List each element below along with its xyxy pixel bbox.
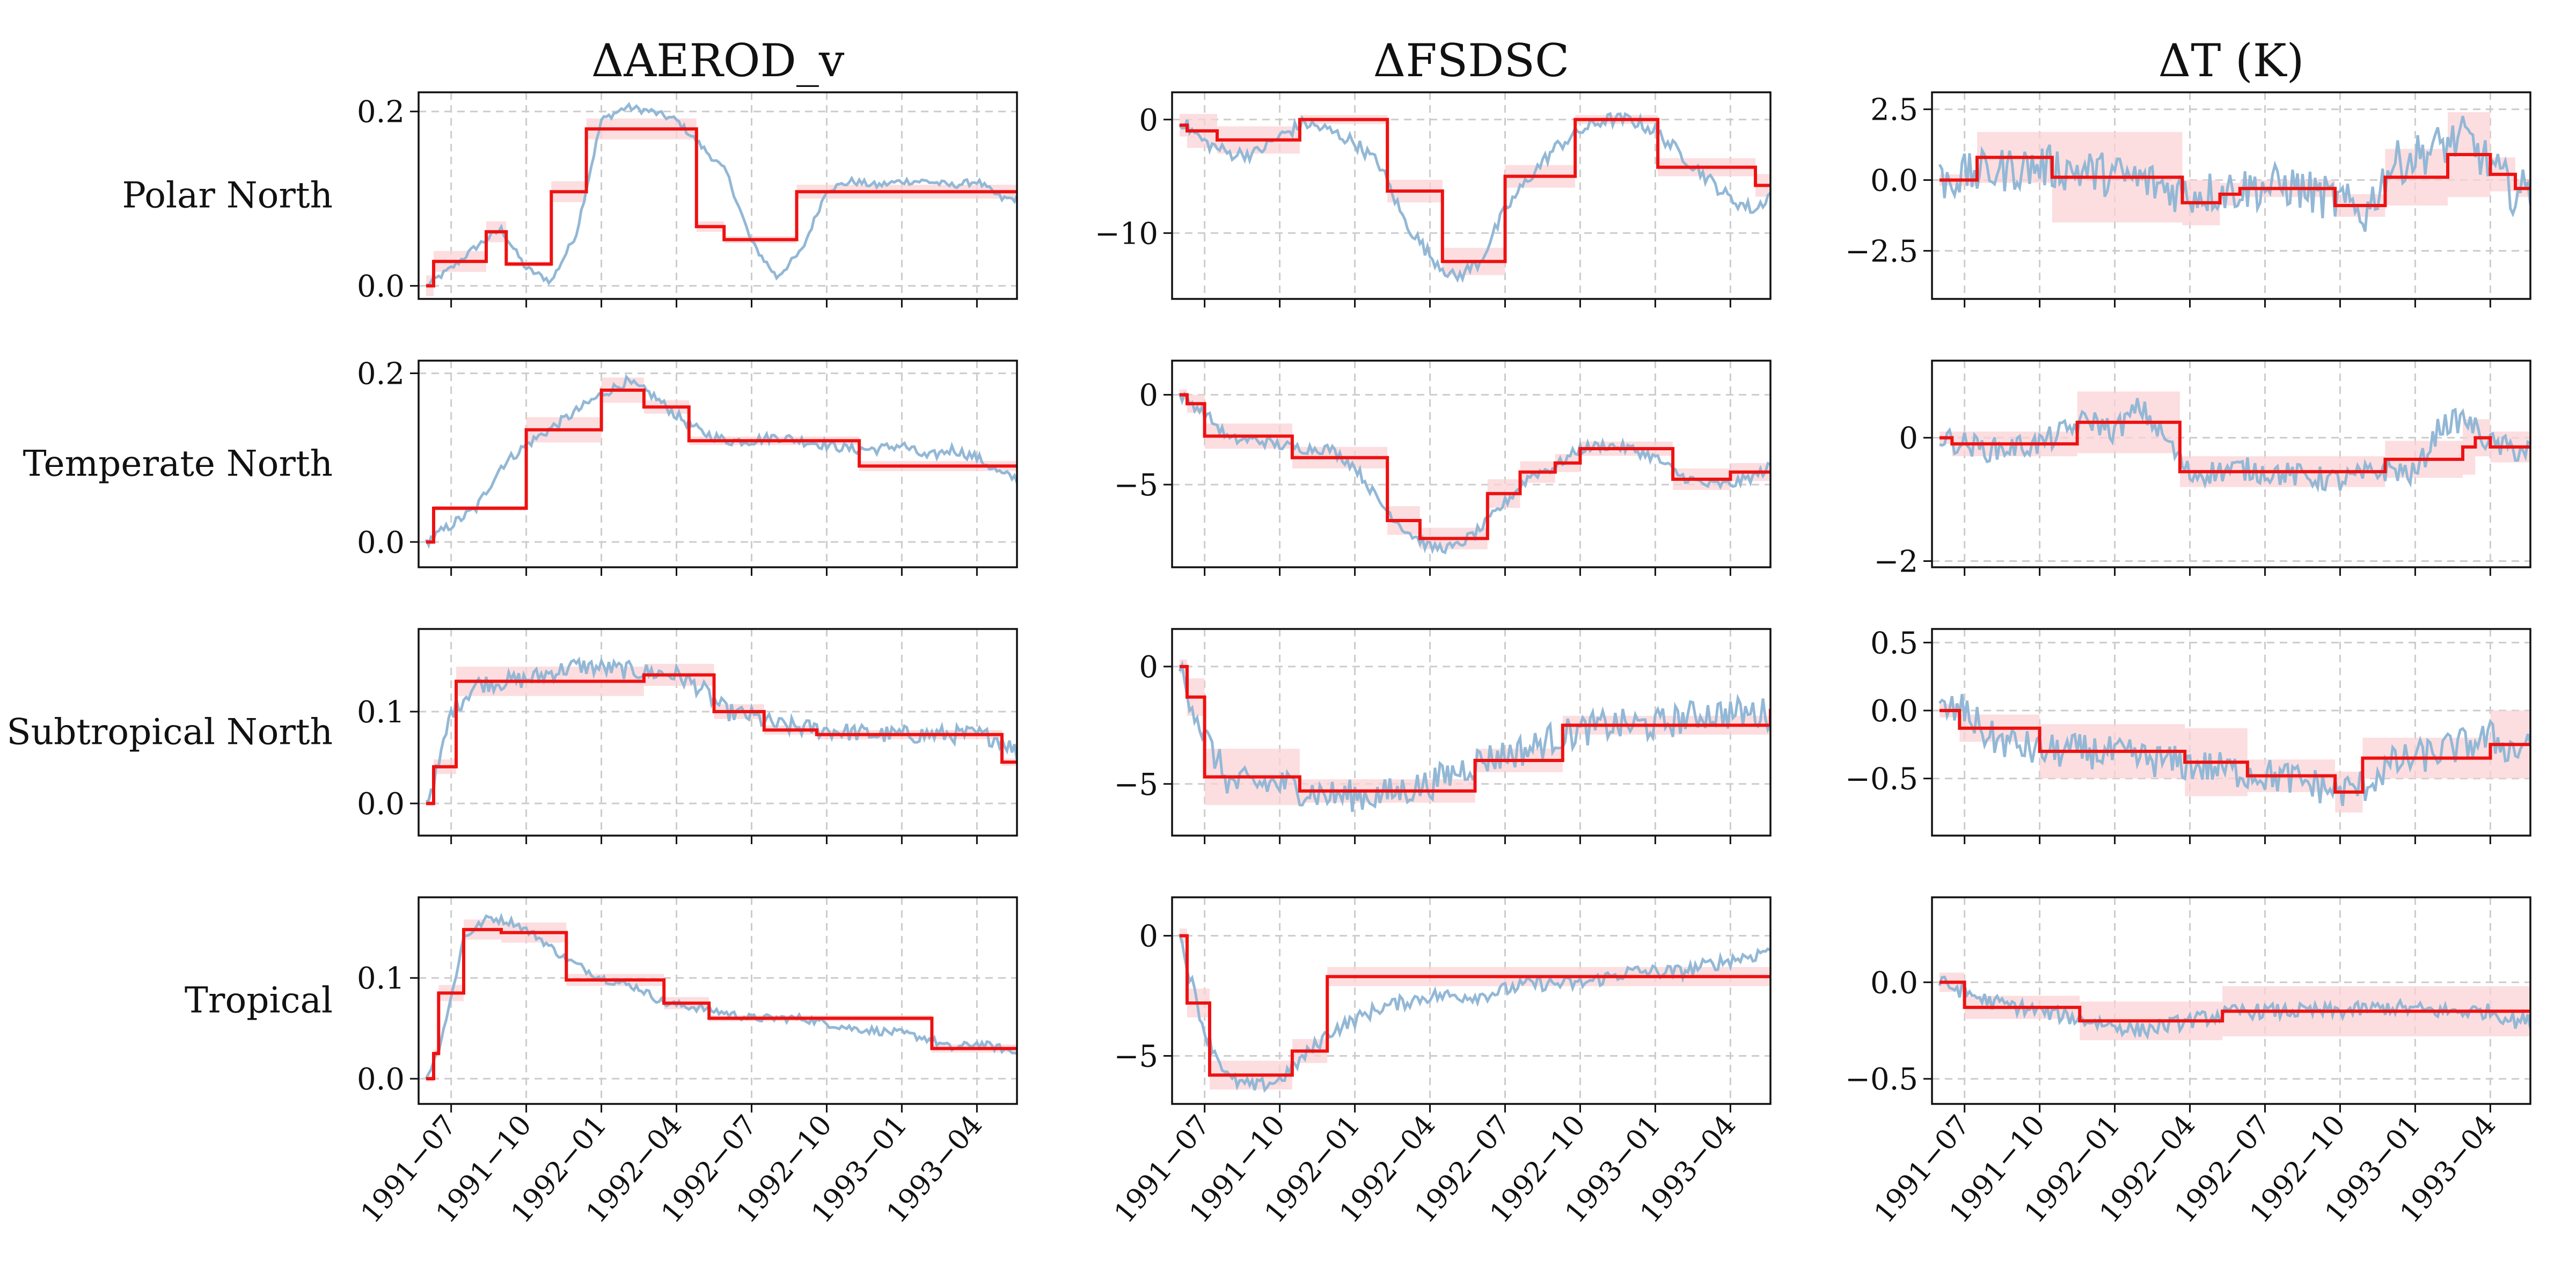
observed-series-line	[425, 374, 1017, 549]
row-label: Tropical	[185, 980, 333, 1021]
step-fit-line	[1940, 153, 2530, 207]
step-fit-line	[426, 928, 1017, 1080]
y-tick-label: 0.0	[357, 525, 405, 560]
y-tick-label: 0.0	[357, 787, 405, 822]
step-fit-line	[1180, 934, 1770, 1077]
y-tick-label: −2.5	[1845, 234, 1918, 269]
y-tick-label: 0.1	[357, 961, 405, 996]
y-tick-label: 0	[1139, 919, 1158, 954]
plot-frame	[418, 896, 1018, 1105]
panel-aerod-3: 0.00.11991−071991−101992−011992−041992−0…	[355, 896, 1018, 1230]
y-tick-label: 0	[1139, 650, 1158, 685]
y-tick-label: 0.0	[1870, 694, 1918, 729]
step-fit-line	[426, 389, 1017, 544]
y-tick-label: −10	[1095, 216, 1158, 251]
plot-frame	[1931, 628, 2531, 837]
plot-frame	[418, 628, 1018, 837]
observed-series-line	[1939, 398, 2530, 493]
step-fit-line	[1940, 980, 2530, 1023]
observed-series-line	[425, 912, 1017, 1079]
plot-frame	[418, 91, 1018, 300]
column-title-fsdsc: ΔFSDSC	[1373, 34, 1570, 87]
y-tick-label: 2.5	[1870, 93, 1918, 128]
y-tick-label: 0.1	[357, 695, 405, 730]
y-tick-label: 0	[1139, 378, 1158, 413]
step-fit-line	[1180, 393, 1770, 540]
y-tick-label: 0	[1139, 103, 1158, 138]
row-label: Polar North	[122, 175, 333, 216]
y-tick-label: 0.2	[357, 95, 405, 130]
panel-fsdsc-2: 0 −5	[1114, 628, 1772, 844]
plot-frame	[418, 360, 1018, 568]
panel-aerod-2: 0.0 0.1	[357, 628, 1018, 844]
observed-series-line	[1938, 115, 2530, 232]
column-title-temp: ΔT (K)	[2158, 34, 2304, 87]
y-tick-label: 0.0	[357, 269, 405, 304]
step-fit-line	[426, 127, 1017, 288]
observed-series-line	[426, 101, 1017, 287]
plot-frame	[1171, 360, 1772, 568]
panel-fsdsc-1: 0 −5	[1114, 360, 1772, 576]
y-tick-label: −5	[1114, 767, 1158, 802]
y-tick-label: 0.0	[1870, 163, 1918, 198]
row-label: Temperate North	[23, 443, 333, 485]
y-tick-label: −5	[1114, 1039, 1158, 1074]
observed-series-line	[1178, 933, 1770, 1093]
panel-temp-0: 2.5 0.0 −2.5	[1845, 91, 2531, 308]
panel-temp-2: 0.5 0.0 −0.5	[1845, 626, 2531, 844]
y-tick-label: 0	[1899, 421, 1918, 456]
observed-series-line	[426, 656, 1017, 803]
plot-frame	[1931, 896, 2531, 1105]
y-tick-label: 0.5	[1870, 626, 1918, 661]
plot-frame	[1931, 360, 2531, 568]
plot-frame	[1171, 896, 1772, 1105]
y-tick-label: 0.2	[357, 357, 405, 392]
plot-frame	[1171, 91, 1772, 300]
panel-fsdsc-0: 0 −10	[1095, 91, 1772, 308]
step-fit-line	[1940, 420, 2530, 473]
step-fit-line	[426, 673, 1017, 806]
panel-temp-3: 0.0−0.51991−071991−101992−011992−041992−…	[1845, 896, 2531, 1230]
step-fit-line	[1180, 665, 1770, 793]
y-tick-label: −5	[1114, 468, 1158, 503]
row-label: Subtropical North	[6, 712, 333, 753]
y-tick-label: −0.5	[1845, 762, 1918, 797]
plot-frame	[1931, 91, 2531, 300]
observed-series-line	[1938, 694, 2530, 807]
y-tick-label: −0.5	[1845, 1062, 1918, 1097]
y-tick-label: 0.0	[1870, 965, 1918, 1000]
panel-temp-1: 0 −2	[1874, 360, 2531, 580]
panel-fsdsc-3: 0−51991−071991−101992−011992−041992−0719…	[1108, 896, 1772, 1230]
y-tick-label: −2	[1874, 545, 1918, 580]
step-fit-line	[1940, 709, 2530, 794]
plot-frame	[1171, 628, 1772, 837]
panel-aerod-0: 0.0 0.2	[357, 91, 1018, 308]
step-fit-line	[1180, 118, 1770, 264]
column-title-aerod: ΔAEROD_v	[591, 34, 845, 87]
y-tick-label: 0.0	[357, 1062, 405, 1097]
panel-aerod-1: 0.0 0.2	[357, 357, 1018, 576]
